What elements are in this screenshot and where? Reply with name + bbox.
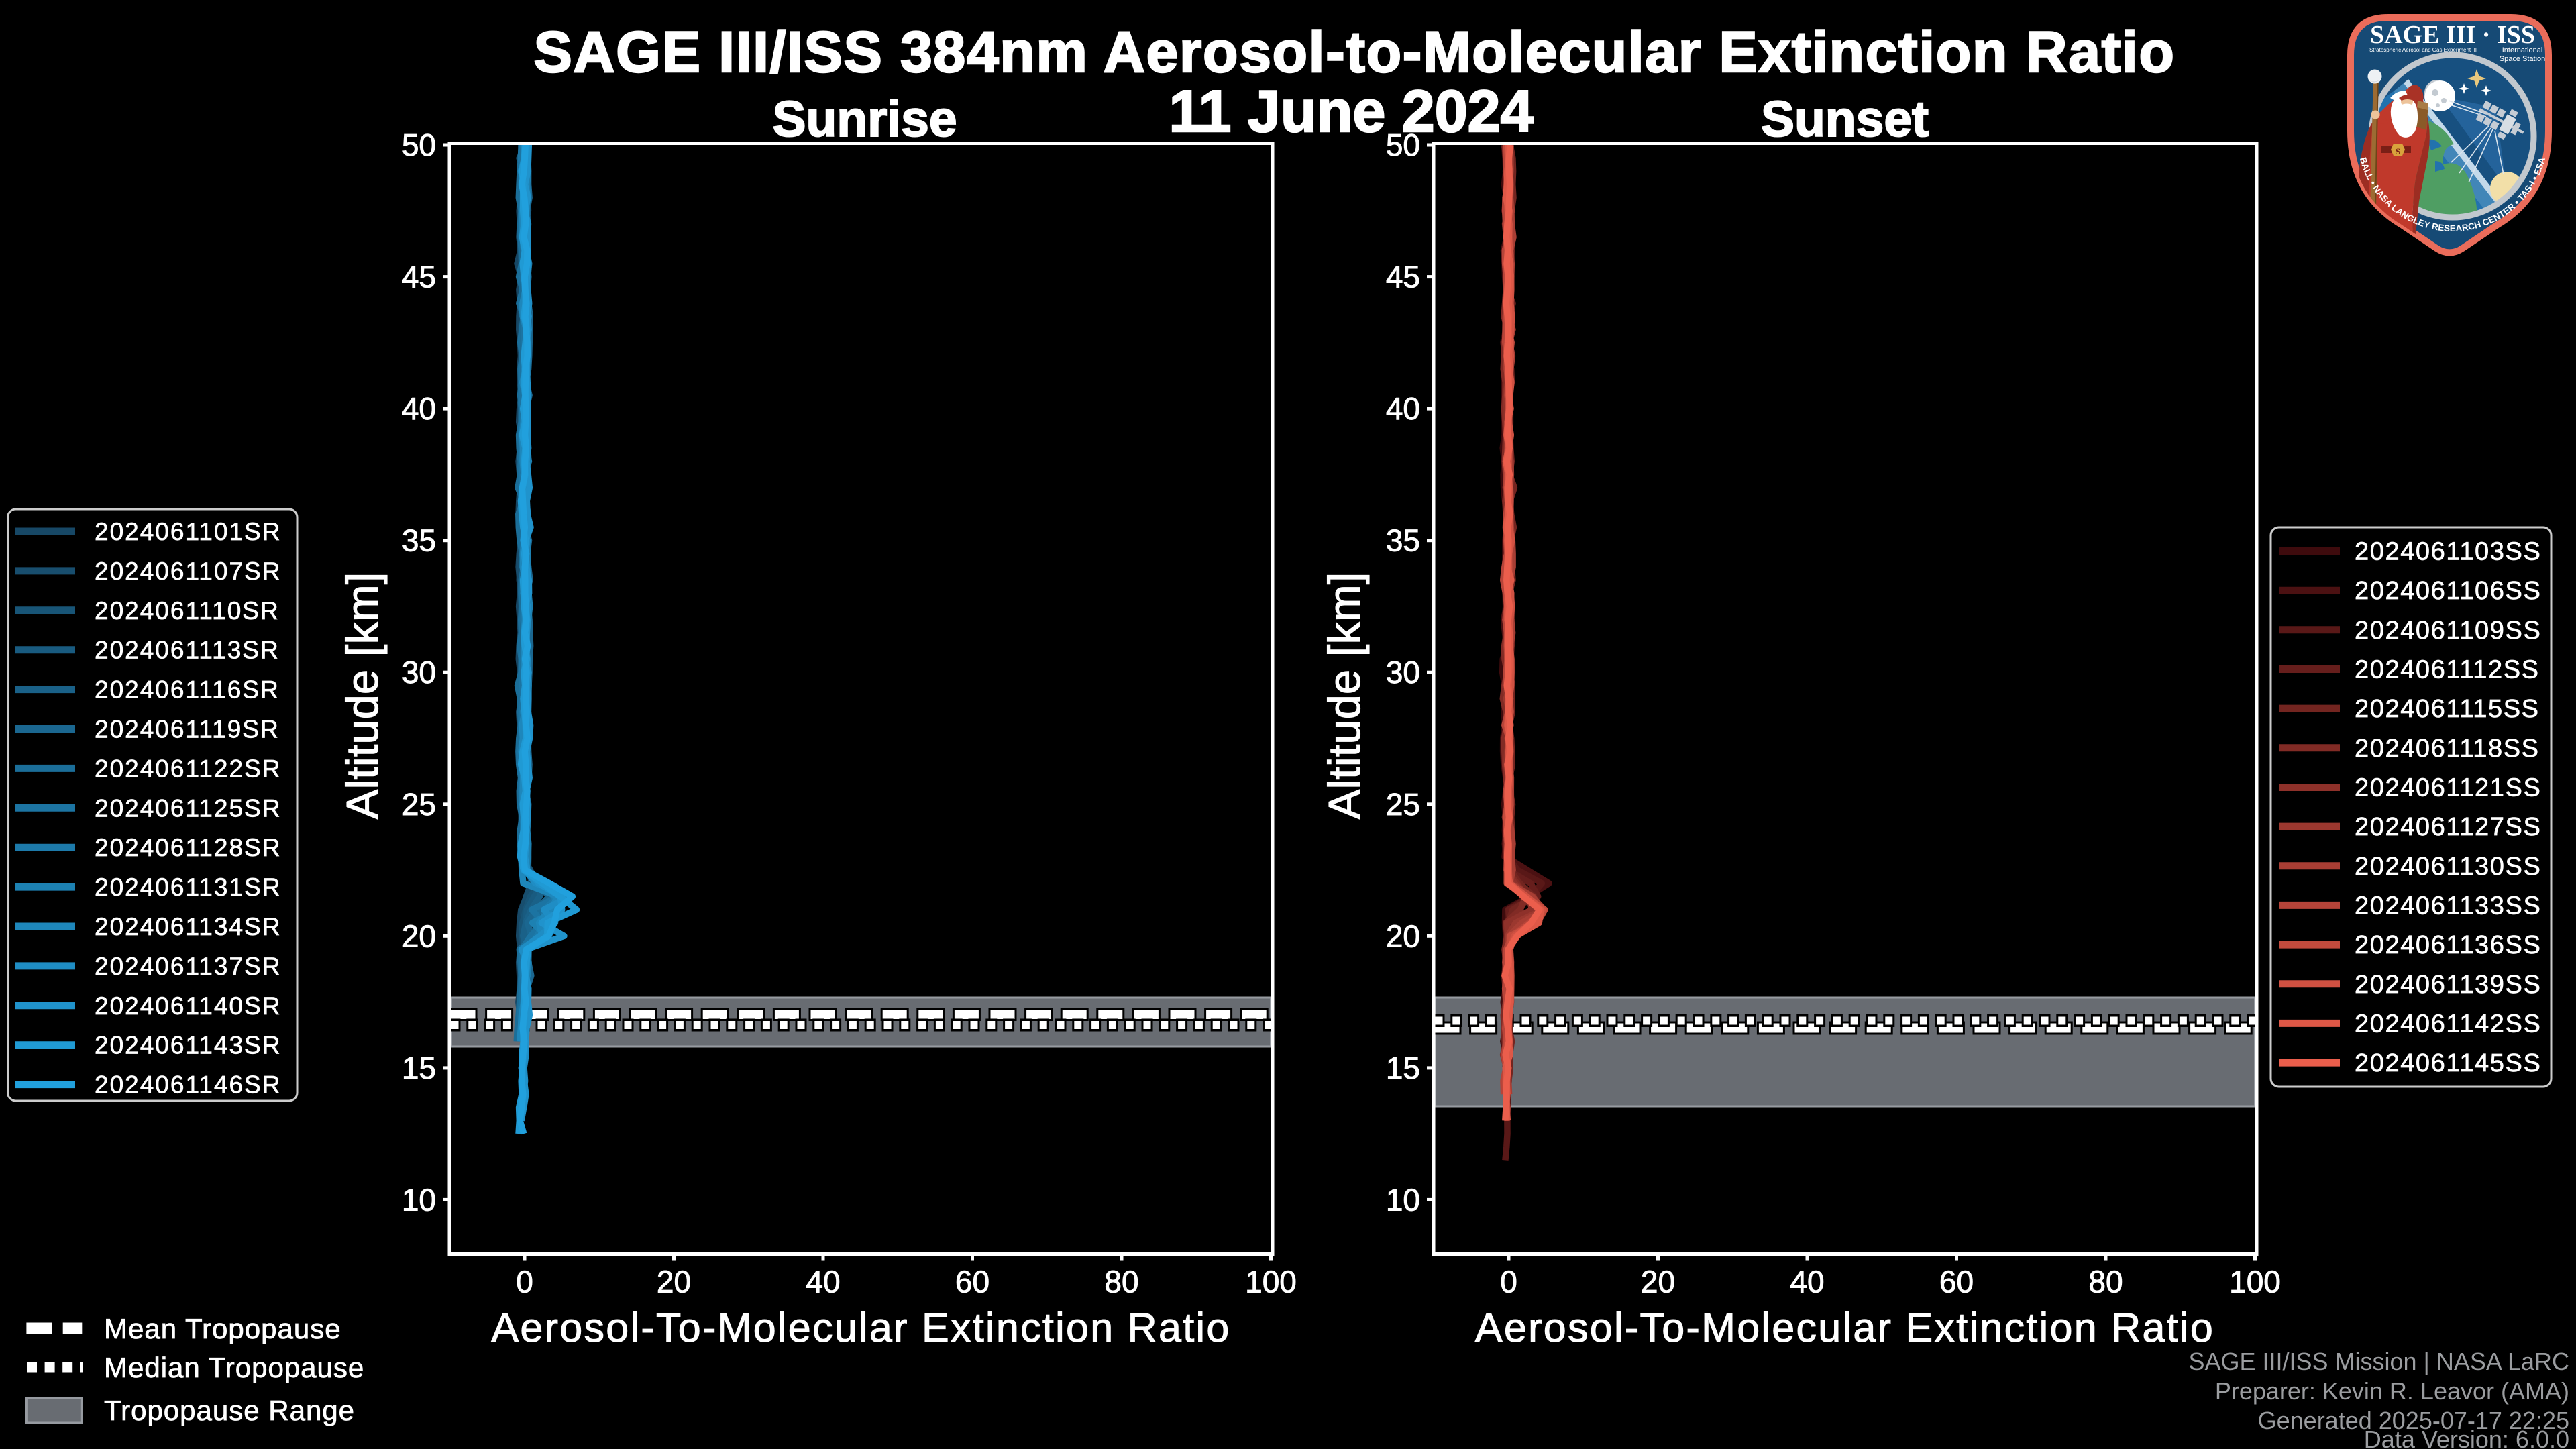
svg-text:80: 80 [2088,1265,2123,1299]
svg-text:60: 60 [1939,1265,1974,1299]
svg-text:Data Version: 6.0.0: Data Version: 6.0.0 [2364,1426,2569,1449]
svg-text:2024061128SR: 2024061128SR [95,834,281,861]
svg-text:Generated 2025-07-17 22:25: Generated 2025-07-17 22:25 [2258,1407,2569,1434]
svg-text:40: 40 [1790,1265,1824,1299]
svg-text:15: 15 [1386,1051,1420,1085]
svg-text:2024061122SR: 2024061122SR [95,755,281,782]
svg-text:2024061143SR: 2024061143SR [95,1032,281,1059]
svg-text:10: 10 [402,1182,436,1217]
svg-text:2024061109SS: 2024061109SS [2355,616,2541,645]
svg-text:2024061106SS: 2024061106SS [2355,577,2541,605]
svg-text:25: 25 [402,787,436,822]
svg-text:0: 0 [1500,1265,1517,1299]
svg-text:2024061118SS: 2024061118SS [2355,735,2540,763]
svg-text:0: 0 [516,1265,533,1299]
svg-text:2024061146SR: 2024061146SR [95,1071,281,1099]
svg-text:2024061131SR: 2024061131SR [95,873,281,901]
svg-text:40: 40 [402,391,436,426]
svg-text:20: 20 [657,1265,691,1299]
svg-text:2024061112SS: 2024061112SS [2355,656,2540,684]
svg-text:2024061121SS: 2024061121SS [2355,774,2541,802]
svg-text:2024061125SR: 2024061125SR [95,794,281,822]
svg-text:2024061145SS: 2024061145SS [2355,1049,2541,1077]
svg-text:80: 80 [1104,1265,1138,1299]
svg-text:2024061127SS: 2024061127SS [2355,813,2541,841]
svg-text:2024061113SR: 2024061113SR [95,637,280,664]
svg-text:2024061115SS: 2024061115SS [2355,695,2540,723]
svg-text:2024061139SS: 2024061139SS [2355,971,2541,999]
svg-text:50: 50 [402,127,436,162]
svg-text:60: 60 [955,1265,989,1299]
svg-text:International: International [2502,46,2543,54]
svg-text:SAGE III/ISS 384nm Aerosol-to-: SAGE III/ISS 384nm Aerosol-to-Molecular … [533,20,2175,85]
svg-text:15: 15 [402,1051,436,1085]
svg-text:35: 35 [1386,523,1420,558]
svg-text:2024061136SS: 2024061136SS [2355,931,2541,959]
svg-text:35: 35 [402,523,436,558]
svg-text:Median Tropopause: Median Tropopause [104,1352,364,1383]
svg-text:2024061142SS: 2024061142SS [2355,1010,2541,1038]
svg-text:45: 45 [402,260,436,294]
svg-text:Sunset: Sunset [1761,91,1929,147]
svg-text:2024061101SR: 2024061101SR [95,518,281,545]
svg-text:Altitude [km]: Altitude [km] [337,572,388,820]
svg-text:2024061134SR: 2024061134SR [95,913,281,941]
svg-text:30: 30 [402,655,436,690]
svg-text:2024061140SR: 2024061140SR [95,992,281,1020]
svg-text:Preparer: Kevin R. Leavor (AMA: Preparer: Kevin R. Leavor (AMA) [2215,1377,2569,1405]
svg-text:Sunrise: Sunrise [772,91,957,147]
svg-text:SAGE III · ISS: SAGE III · ISS [2370,21,2535,49]
svg-text:2024061103SS: 2024061103SS [2355,538,2541,566]
svg-text:2024061116SR: 2024061116SR [95,676,280,704]
svg-text:30: 30 [1386,655,1420,690]
svg-text:40: 40 [806,1265,840,1299]
svg-text:2024061137SR: 2024061137SR [95,953,281,980]
svg-text:100: 100 [2229,1265,2281,1299]
svg-text:50: 50 [1386,127,1420,162]
svg-text:Stratospheric Aerosol and Gas: Stratospheric Aerosol and Gas Experiment… [2369,47,2477,53]
svg-text:25: 25 [1386,787,1420,822]
svg-text:2024061110SR: 2024061110SR [95,597,280,625]
svg-text:2024061130SS: 2024061130SS [2355,853,2541,881]
svg-text:20: 20 [1386,918,1420,953]
svg-text:2024061133SS: 2024061133SS [2355,892,2541,920]
svg-text:Mean Tropopause: Mean Tropopause [104,1313,341,1344]
svg-text:SAGE III/ISS Mission | NASA La: SAGE III/ISS Mission | NASA LaRC [2188,1348,2569,1375]
svg-text:Tropopause Range: Tropopause Range [104,1395,355,1426]
svg-text:2024061119SR: 2024061119SR [95,716,280,743]
svg-text:Altitude [km]: Altitude [km] [1320,572,1370,820]
svg-text:Aerosol-To-Molecular Extinctio: Aerosol-To-Molecular Extinction Ratio [491,1305,1230,1350]
svg-text:Aerosol-To-Molecular Extinctio: Aerosol-To-Molecular Extinction Ratio [1475,1305,2214,1350]
svg-text:40: 40 [1386,391,1420,426]
svg-text:100: 100 [1245,1265,1297,1299]
svg-text:45: 45 [1386,260,1420,294]
svg-text:S: S [2396,146,2400,156]
svg-text:Space Station: Space Station [2500,55,2546,63]
svg-text:20: 20 [1641,1265,1675,1299]
svg-text:2024061107SR: 2024061107SR [95,557,281,585]
svg-text:11 June 2024: 11 June 2024 [1169,78,1533,144]
svg-text:20: 20 [402,918,436,953]
svg-text:10: 10 [1386,1182,1420,1217]
